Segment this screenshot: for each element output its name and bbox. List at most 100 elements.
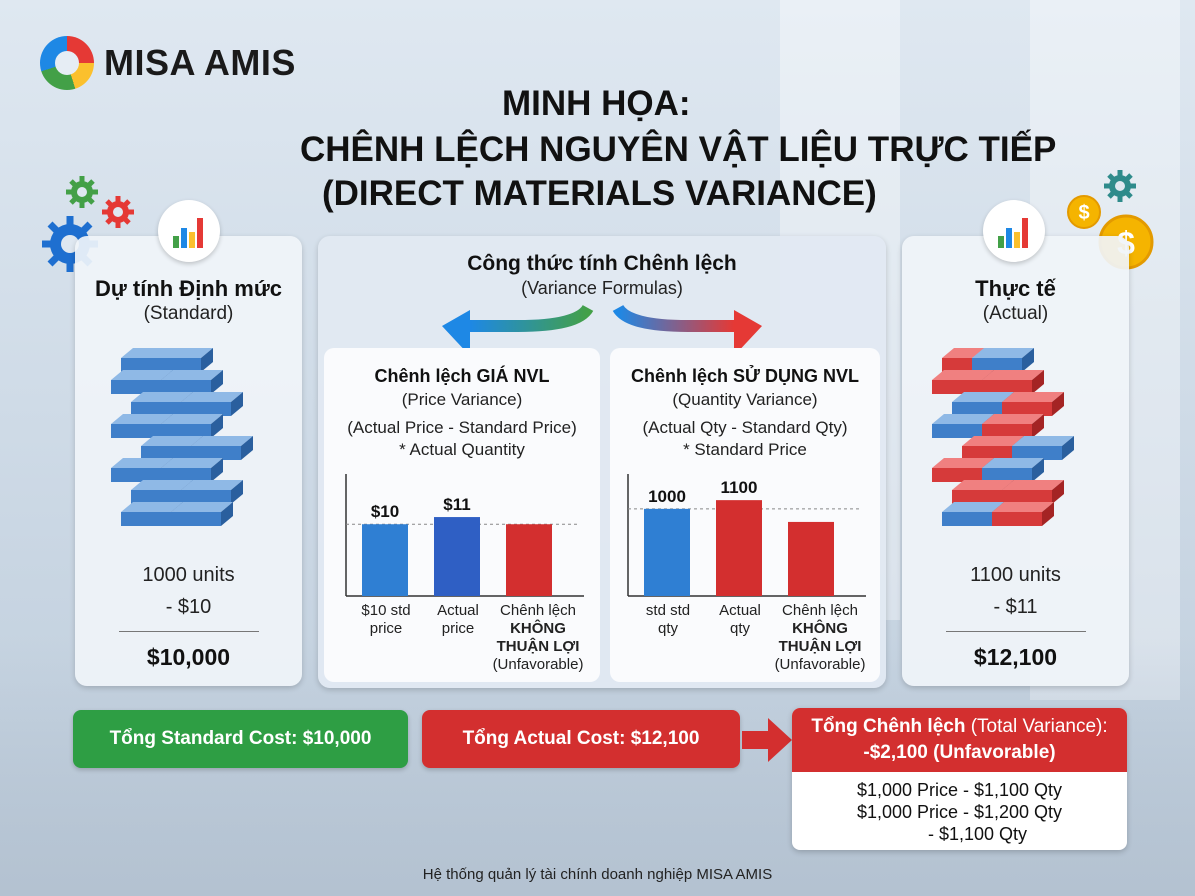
price-variance-subtitle: (Price Variance): [401, 390, 523, 409]
ingot-icon: [952, 392, 1014, 416]
footer-text: Hệ thống quản lý tài chính doanh nghiệp …: [422, 866, 773, 883]
formulas-title: Công thức tính Chênh lệch: [467, 252, 737, 275]
bar: [644, 508, 690, 596]
bar-chart-badge: [983, 200, 1045, 262]
total-breakdown-line-3: - $1,100 Qty: [927, 824, 1028, 844]
bar-label-line: price: [369, 620, 403, 637]
total-variance-label-bold: Tổng Chênh lệch: [811, 716, 966, 737]
blue-bars-stack-icon: [111, 348, 253, 526]
total-breakdown-line-2: $1,000 Price - $1,200 Qty: [856, 802, 1063, 822]
bar-label-line: Chênh lệch: [782, 602, 858, 619]
bar-label-std-qty: std std qty: [630, 602, 706, 638]
standard-title: Dự tính Định mức: [94, 276, 283, 301]
bar-label-std-price: $10 std price: [348, 602, 424, 638]
bar-chart-icon: [998, 218, 1028, 248]
coin-icon-small: [1067, 195, 1101, 229]
price-variance-formula-2: * Actual Quantity: [399, 440, 525, 459]
bar-label-line: Chênh lệch: [500, 602, 576, 619]
standard-subtitle: (Standard): [143, 303, 234, 324]
actual-subtitle: (Actual): [982, 303, 1049, 324]
ingot-icon: [191, 436, 253, 460]
ingot-icon: [1002, 392, 1064, 416]
quantity-variance-subtitle: (Quantity Variance): [672, 390, 818, 409]
divider: [119, 631, 259, 632]
actual-title: Thực tế: [975, 276, 1056, 301]
ingot-icon: [181, 392, 243, 416]
bar-chart-badge: [158, 200, 220, 262]
actual-total: $12,100: [973, 644, 1058, 670]
bar-value-label: 1100: [721, 478, 758, 497]
standard-units: 1000 units: [142, 564, 235, 586]
total-variance-value: -$2,100 (Unfavorable): [863, 742, 1056, 763]
price-variance-chart: $10 $11: [345, 474, 584, 597]
actual-card: Thực tế (Actual) 1100 units - $11 $12,10…: [902, 236, 1129, 686]
bar: [434, 517, 480, 596]
bar-value-label: $10: [371, 502, 399, 521]
total-variance-label-rest: (Total Variance):: [965, 716, 1108, 737]
actual-cost-pill: Tổng Actual Cost: $12,100: [422, 710, 740, 768]
actual-price: - $11: [993, 596, 1038, 618]
price-variance-formula-1: (Actual Price - Standard Price): [347, 418, 577, 437]
arrow-left-icon: [470, 304, 594, 332]
total-variance-label: Tổng Chênh lệch (Total Variance):: [792, 716, 1127, 738]
bar-label-unfavorable: Chênh lệch KHÔNG THUẬN LỢI (Unfavorable): [484, 602, 592, 674]
title-line-1: MINH HỌA:: [502, 84, 691, 123]
bar: [716, 500, 762, 596]
formulas-card: Công thức tính Chênh lệch (Variance Form…: [318, 236, 886, 688]
ingot-icon: [161, 458, 223, 482]
total-variance-header: Tổng Chênh lệch (Total Variance): -$2,10…: [792, 708, 1127, 772]
bar-label-line: price: [441, 620, 475, 637]
bar: [362, 524, 408, 596]
bar-label-line: THUẬN LỢI: [778, 638, 862, 655]
bar-chart-icon: [173, 218, 203, 248]
bar-label-unfavorable: Chênh lệch KHÔNG THUẬN LỢI (Unfavorable): [766, 602, 874, 674]
ingot-icon: [992, 502, 1054, 526]
ingot-icon: [1002, 480, 1064, 504]
bar-label-line: $10 std: [361, 602, 411, 619]
quantity-variance-formula-2: * Standard Price: [683, 440, 807, 459]
ingot-icon: [982, 414, 1044, 438]
title-line-3: (DIRECT MATERIALS VARIANCE): [322, 174, 877, 213]
bar-label-actual-qty: Actual qty: [702, 602, 778, 638]
red-blue-bars-stack-icon: [932, 348, 1074, 526]
standard-price: - $10: [165, 596, 212, 618]
ingot-icon: [161, 414, 223, 438]
standard-cost-pill: Tổng Standard Cost: $10,000: [73, 710, 408, 768]
bar-label-line: std std: [645, 602, 691, 619]
brand-logo: MISA AMIS: [40, 36, 296, 90]
actual-units: 1100 units: [970, 564, 1061, 586]
bar-label-actual-price: Actual price: [420, 602, 496, 638]
bar-label-line: Actual: [437, 602, 479, 619]
bar-label-line: (Unfavorable): [492, 656, 584, 673]
gear-icon-green: [66, 176, 98, 208]
standard-card: Dự tính Định mức (Standard) 1000 units -…: [75, 236, 302, 686]
bar-label-line: qty: [729, 620, 750, 637]
standard-total: $10,000: [146, 644, 231, 670]
bar: [506, 524, 552, 596]
ingot-icon: [161, 370, 223, 394]
bar-label-line: qty: [657, 620, 678, 637]
bar-value-label: 1000: [648, 487, 686, 506]
bar-label-line: (Unfavorable): [774, 656, 866, 673]
ingot-icon: [982, 370, 1044, 394]
split-arrows-icon: [442, 304, 762, 356]
bar-label-line: THUẬN LỢI: [496, 638, 580, 655]
total-breakdown-line-1: $1,000 Price - $1,100 Qty: [856, 780, 1063, 800]
ingot-icon: [151, 348, 213, 372]
arrow-right-icon: [612, 304, 734, 332]
price-variance-title: Chênh lệch GIÁ NVL: [374, 366, 550, 386]
quantity-variance-chart: 1000 1100: [627, 474, 866, 597]
divider: [946, 631, 1086, 632]
bar-label-line: Actual: [719, 602, 761, 619]
gears-icon: [42, 176, 134, 272]
title-line-2: CHÊNH LỆCH NGUYÊN VẬT LIỆU TRỰC TIẾP: [300, 130, 1057, 169]
quantity-variance-panel: Chênh lệch SỬ DỤNG NVL (Quantity Varianc…: [610, 348, 880, 682]
ingot-icon: [171, 502, 233, 526]
gear-icon-red: [102, 196, 134, 228]
formulas-subtitle: (Variance Formulas): [521, 278, 683, 298]
price-variance-panel: Chênh lệch GIÁ NVL (Price Variance) (Act…: [324, 348, 600, 682]
svg-text:$: $: [1078, 202, 1089, 224]
misa-logo-icon: [40, 36, 94, 90]
arrow-right-icon: [742, 718, 792, 762]
bar-value-label: $11: [443, 495, 470, 514]
